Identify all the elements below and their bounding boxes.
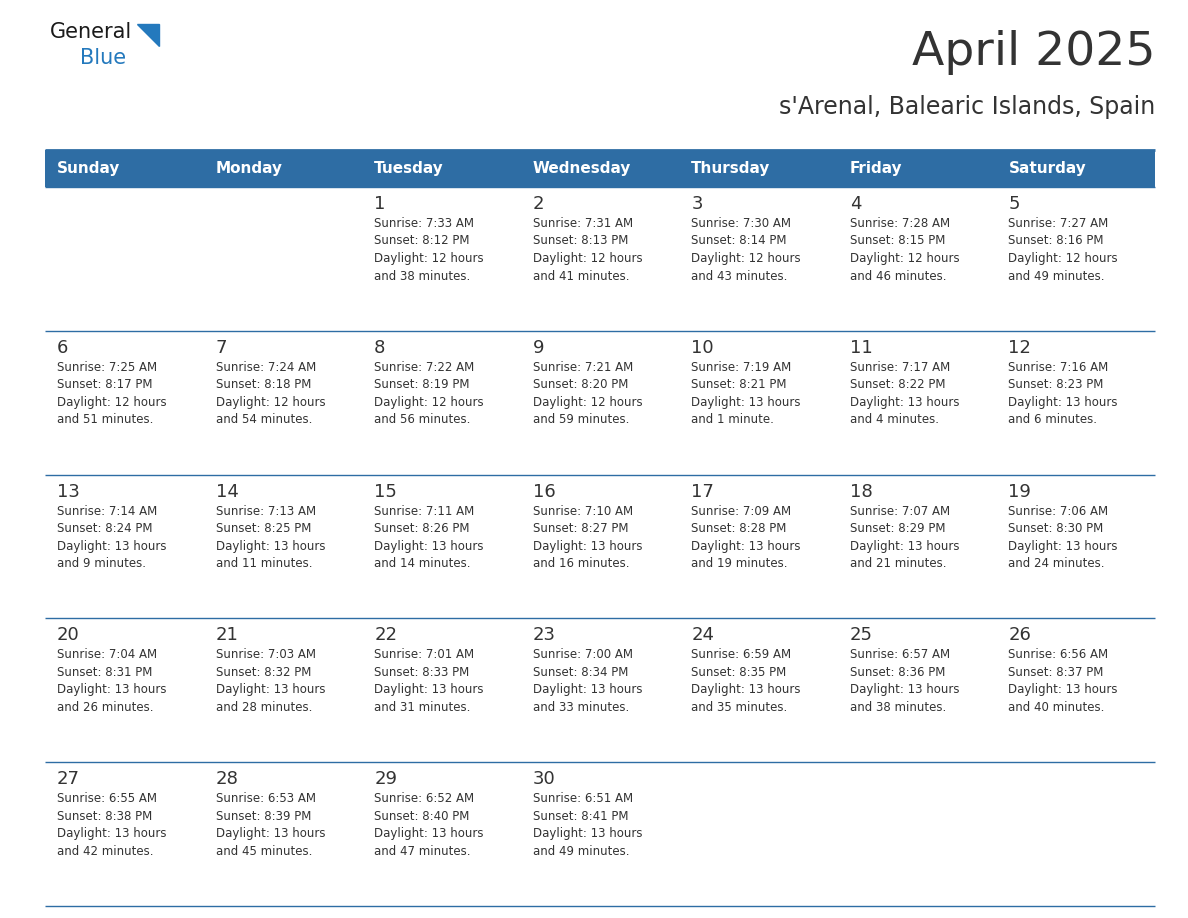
Text: Monday: Monday [215,161,283,176]
Text: Friday: Friday [849,161,903,176]
Text: Sunrise: 7:00 AM
Sunset: 8:34 PM
Daylight: 13 hours
and 33 minutes.: Sunrise: 7:00 AM Sunset: 8:34 PM Dayligh… [532,648,643,714]
Text: s'Arenal, Balearic Islands, Spain: s'Arenal, Balearic Islands, Spain [779,95,1155,119]
Text: Sunrise: 7:22 AM
Sunset: 8:19 PM
Daylight: 12 hours
and 56 minutes.: Sunrise: 7:22 AM Sunset: 8:19 PM Dayligh… [374,361,484,426]
Text: Wednesday: Wednesday [532,161,631,176]
Text: 28: 28 [215,770,239,789]
Text: Thursday: Thursday [691,161,771,176]
Text: Sunrise: 7:16 AM
Sunset: 8:23 PM
Daylight: 13 hours
and 6 minutes.: Sunrise: 7:16 AM Sunset: 8:23 PM Dayligh… [1009,361,1118,426]
Text: 25: 25 [849,626,873,644]
Bar [45,150,203,187]
Text: Tuesday: Tuesday [374,161,444,176]
Bar [362,150,520,187]
Text: Blue: Blue [80,48,126,68]
Text: 20: 20 [57,626,80,644]
Text: 24: 24 [691,626,714,644]
Text: 11: 11 [849,339,873,357]
Text: 16: 16 [532,483,556,500]
Text: Sunrise: 6:57 AM
Sunset: 8:36 PM
Daylight: 13 hours
and 38 minutes.: Sunrise: 6:57 AM Sunset: 8:36 PM Dayligh… [849,648,960,714]
Text: 15: 15 [374,483,397,500]
Text: Sunrise: 7:31 AM
Sunset: 8:13 PM
Daylight: 12 hours
and 41 minutes.: Sunrise: 7:31 AM Sunset: 8:13 PM Dayligh… [532,217,643,283]
Bar [680,150,838,187]
Text: 29: 29 [374,770,397,789]
Bar [45,330,1155,475]
Text: 18: 18 [849,483,873,500]
Text: Sunrise: 7:07 AM
Sunset: 8:29 PM
Daylight: 13 hours
and 21 minutes.: Sunrise: 7:07 AM Sunset: 8:29 PM Dayligh… [849,505,960,570]
Text: 23: 23 [532,626,556,644]
Text: 26: 26 [1009,626,1031,644]
Text: Sunrise: 6:51 AM
Sunset: 8:41 PM
Daylight: 13 hours
and 49 minutes.: Sunrise: 6:51 AM Sunset: 8:41 PM Dayligh… [532,792,643,857]
Text: 10: 10 [691,339,714,357]
Text: Sunrise: 7:03 AM
Sunset: 8:32 PM
Daylight: 13 hours
and 28 minutes.: Sunrise: 7:03 AM Sunset: 8:32 PM Dayligh… [215,648,326,714]
Text: Sunrise: 7:06 AM
Sunset: 8:30 PM
Daylight: 13 hours
and 24 minutes.: Sunrise: 7:06 AM Sunset: 8:30 PM Dayligh… [1009,505,1118,570]
Text: 19: 19 [1009,483,1031,500]
Bar [520,150,680,187]
Text: April 2025: April 2025 [911,30,1155,75]
Text: 21: 21 [215,626,239,644]
Text: 2: 2 [532,195,544,213]
Text: Sunrise: 7:21 AM
Sunset: 8:20 PM
Daylight: 12 hours
and 59 minutes.: Sunrise: 7:21 AM Sunset: 8:20 PM Dayligh… [532,361,643,426]
Text: Sunrise: 7:19 AM
Sunset: 8:21 PM
Daylight: 13 hours
and 1 minute.: Sunrise: 7:19 AM Sunset: 8:21 PM Dayligh… [691,361,801,426]
Text: 3: 3 [691,195,703,213]
Text: 30: 30 [532,770,556,789]
Bar [45,762,1155,906]
Text: Sunrise: 7:04 AM
Sunset: 8:31 PM
Daylight: 13 hours
and 26 minutes.: Sunrise: 7:04 AM Sunset: 8:31 PM Dayligh… [57,648,166,714]
Bar [45,475,1155,619]
Text: Saturday: Saturday [1009,161,1086,176]
Text: Sunrise: 6:56 AM
Sunset: 8:37 PM
Daylight: 13 hours
and 40 minutes.: Sunrise: 6:56 AM Sunset: 8:37 PM Dayligh… [1009,648,1118,714]
Text: 4: 4 [849,195,861,213]
Text: Sunrise: 7:17 AM
Sunset: 8:22 PM
Daylight: 13 hours
and 4 minutes.: Sunrise: 7:17 AM Sunset: 8:22 PM Dayligh… [849,361,960,426]
Text: Sunrise: 7:24 AM
Sunset: 8:18 PM
Daylight: 12 hours
and 54 minutes.: Sunrise: 7:24 AM Sunset: 8:18 PM Dayligh… [215,361,326,426]
Text: Sunrise: 7:27 AM
Sunset: 8:16 PM
Daylight: 12 hours
and 49 minutes.: Sunrise: 7:27 AM Sunset: 8:16 PM Dayligh… [1009,217,1118,283]
Text: Sunrise: 6:59 AM
Sunset: 8:35 PM
Daylight: 13 hours
and 35 minutes.: Sunrise: 6:59 AM Sunset: 8:35 PM Dayligh… [691,648,801,714]
Text: Sunrise: 7:01 AM
Sunset: 8:33 PM
Daylight: 13 hours
and 31 minutes.: Sunrise: 7:01 AM Sunset: 8:33 PM Dayligh… [374,648,484,714]
Text: 27: 27 [57,770,80,789]
Text: 13: 13 [57,483,80,500]
Text: 8: 8 [374,339,386,357]
Text: 5: 5 [1009,195,1020,213]
Text: Sunrise: 7:11 AM
Sunset: 8:26 PM
Daylight: 13 hours
and 14 minutes.: Sunrise: 7:11 AM Sunset: 8:26 PM Dayligh… [374,505,484,570]
Text: Sunrise: 7:10 AM
Sunset: 8:27 PM
Daylight: 13 hours
and 16 minutes.: Sunrise: 7:10 AM Sunset: 8:27 PM Dayligh… [532,505,643,570]
Text: Sunrise: 7:30 AM
Sunset: 8:14 PM
Daylight: 12 hours
and 43 minutes.: Sunrise: 7:30 AM Sunset: 8:14 PM Dayligh… [691,217,801,283]
Text: 1: 1 [374,195,386,213]
Text: Sunrise: 7:28 AM
Sunset: 8:15 PM
Daylight: 12 hours
and 46 minutes.: Sunrise: 7:28 AM Sunset: 8:15 PM Dayligh… [849,217,960,283]
Text: 14: 14 [215,483,239,500]
Text: 17: 17 [691,483,714,500]
Text: Sunrise: 6:53 AM
Sunset: 8:39 PM
Daylight: 13 hours
and 45 minutes.: Sunrise: 6:53 AM Sunset: 8:39 PM Dayligh… [215,792,326,857]
Text: 22: 22 [374,626,397,644]
Text: General: General [50,22,132,42]
Bar [45,619,1155,762]
Text: Sunrise: 6:55 AM
Sunset: 8:38 PM
Daylight: 13 hours
and 42 minutes.: Sunrise: 6:55 AM Sunset: 8:38 PM Dayligh… [57,792,166,857]
Text: 9: 9 [532,339,544,357]
Text: Sunrise: 7:14 AM
Sunset: 8:24 PM
Daylight: 13 hours
and 9 minutes.: Sunrise: 7:14 AM Sunset: 8:24 PM Dayligh… [57,505,166,570]
Text: 7: 7 [215,339,227,357]
Text: Sunday: Sunday [57,161,120,176]
Polygon shape [137,24,159,46]
Bar [203,150,362,187]
Text: Sunrise: 7:13 AM
Sunset: 8:25 PM
Daylight: 13 hours
and 11 minutes.: Sunrise: 7:13 AM Sunset: 8:25 PM Dayligh… [215,505,326,570]
Text: 12: 12 [1009,339,1031,357]
Bar [45,187,1155,330]
Text: Sunrise: 6:52 AM
Sunset: 8:40 PM
Daylight: 13 hours
and 47 minutes.: Sunrise: 6:52 AM Sunset: 8:40 PM Dayligh… [374,792,484,857]
Bar [997,150,1155,187]
Text: Sunrise: 7:25 AM
Sunset: 8:17 PM
Daylight: 12 hours
and 51 minutes.: Sunrise: 7:25 AM Sunset: 8:17 PM Dayligh… [57,361,166,426]
Text: Sunrise: 7:09 AM
Sunset: 8:28 PM
Daylight: 13 hours
and 19 minutes.: Sunrise: 7:09 AM Sunset: 8:28 PM Dayligh… [691,505,801,570]
Text: Sunrise: 7:33 AM
Sunset: 8:12 PM
Daylight: 12 hours
and 38 minutes.: Sunrise: 7:33 AM Sunset: 8:12 PM Dayligh… [374,217,484,283]
Bar [838,150,997,187]
Text: 6: 6 [57,339,69,357]
